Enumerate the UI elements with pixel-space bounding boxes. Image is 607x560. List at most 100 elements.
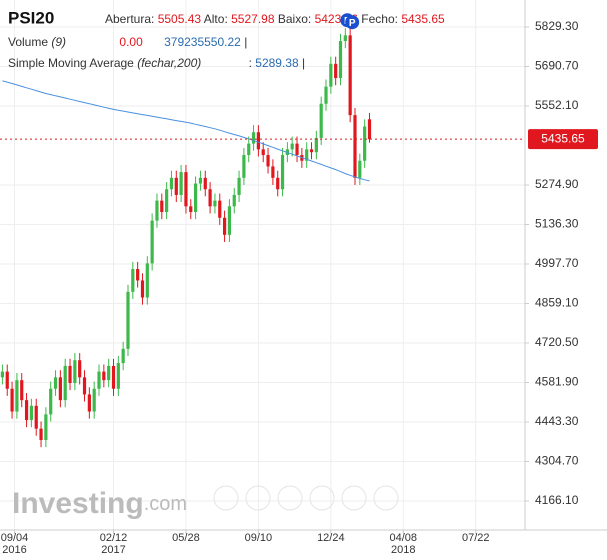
label: Volume	[8, 35, 48, 49]
pivot-marker	[345, 15, 360, 30]
candle-body	[131, 269, 135, 292]
candle-body	[121, 348, 125, 364]
candle-body	[20, 380, 24, 401]
y-tick-label: 4304.70	[535, 454, 579, 468]
x-tick-label: 09/04	[1, 532, 29, 544]
candle-body	[251, 132, 256, 144]
candle-body	[358, 160, 362, 178]
candle-body	[295, 143, 299, 156]
value: 0.00	[119, 35, 143, 49]
candle-body	[111, 365, 116, 389]
x-tick-label: 05/28	[172, 532, 200, 544]
watermark-suffix: .com	[144, 493, 187, 515]
x-tick-label: 04/08	[390, 532, 418, 544]
y-tick-label: 4581.90	[535, 375, 579, 389]
candle-body	[348, 35, 352, 116]
candle-body	[82, 377, 87, 395]
candle-body	[242, 155, 246, 178]
watermark-text: Investing	[12, 487, 144, 520]
candle-body	[68, 365, 72, 384]
candle-body	[78, 360, 82, 378]
y-tick-label: 4443.30	[535, 414, 579, 428]
candle-body	[184, 172, 188, 207]
label: Baixo:	[278, 12, 311, 26]
separator: |	[302, 56, 305, 70]
value: 379235550.22	[164, 35, 241, 49]
sma-legend: Simple Moving Average (fechar,200) : 528…	[8, 56, 305, 70]
x-tick-label: 07/22	[462, 532, 490, 544]
y-tick-label: 5829.30	[535, 19, 579, 33]
y-tick-label: 5690.70	[535, 59, 579, 73]
x-tick-label: 12/24	[317, 532, 345, 544]
candle-body	[0, 371, 5, 378]
label: Alto:	[204, 12, 228, 26]
candle-body	[150, 220, 154, 264]
param: (fechar,200)	[137, 56, 201, 70]
candle-body	[338, 41, 343, 79]
value: 5435.65	[401, 12, 445, 26]
colon: :	[249, 56, 252, 70]
candle-body	[203, 177, 207, 190]
candle-body	[208, 189, 212, 207]
candle-body	[34, 405, 38, 429]
x-tick-label: 02/12	[100, 532, 128, 544]
y-tick-label: 5136.30	[535, 217, 579, 231]
candle-body	[179, 172, 183, 195]
candle-body	[15, 380, 19, 412]
candle-body	[194, 183, 198, 213]
nav-buttons[interactable]	[213, 485, 399, 511]
candle-body	[126, 291, 130, 349]
x-year-label: 2017	[101, 544, 125, 556]
candle-body	[367, 119, 372, 140]
label: Abertura:	[105, 12, 154, 26]
candle-body	[222, 217, 227, 235]
pivot-label: P	[349, 18, 356, 29]
value: 5527.98	[231, 12, 275, 26]
candle-body	[266, 155, 270, 167]
candle-body	[63, 365, 67, 401]
candle-body	[213, 200, 217, 207]
candle-body	[232, 194, 236, 207]
candle-body	[247, 143, 251, 156]
watermark: Investing.com	[12, 487, 187, 520]
sma-line	[2, 80, 370, 182]
candle-body	[58, 377, 62, 401]
last-price-label: 5435.65	[541, 131, 585, 145]
y-tick-label: 4720.50	[535, 335, 579, 349]
candle-body	[145, 263, 149, 298]
separator: |	[244, 35, 247, 49]
candle-body	[319, 103, 323, 138]
candle-body	[314, 137, 318, 153]
candle-body	[256, 132, 260, 150]
candle-body	[218, 200, 222, 218]
chart-title: PSI20	[8, 8, 54, 27]
candle-body	[290, 143, 294, 150]
y-tick-label: 4166.10	[535, 493, 579, 507]
candle-body	[324, 86, 328, 104]
candle-body	[280, 155, 285, 190]
plot	[0, 0, 525, 530]
ohlc-legend: Abertura: 5505.43 Alto: 5527.98 Baixo: 5…	[105, 12, 445, 26]
candle-body	[107, 365, 111, 381]
candle-body	[10, 388, 14, 412]
x-year-label: 2018	[391, 544, 415, 556]
y-tick-label: 5552.10	[535, 98, 579, 112]
value: 5289.38	[255, 56, 299, 70]
candle-body	[39, 428, 43, 441]
x-tick-label: 09/10	[245, 532, 273, 544]
candle-body	[160, 200, 164, 213]
candle-body	[140, 280, 145, 298]
candle-body	[5, 371, 9, 389]
candle-body	[116, 363, 120, 389]
candle-body	[198, 177, 203, 184]
candle-body	[155, 200, 159, 221]
label: Simple Moving Average	[8, 56, 134, 70]
candle-body	[353, 115, 357, 178]
candle-body	[53, 377, 58, 389]
candle-body	[309, 149, 314, 153]
label: Fecho:	[361, 12, 398, 26]
candle-body	[227, 206, 232, 235]
